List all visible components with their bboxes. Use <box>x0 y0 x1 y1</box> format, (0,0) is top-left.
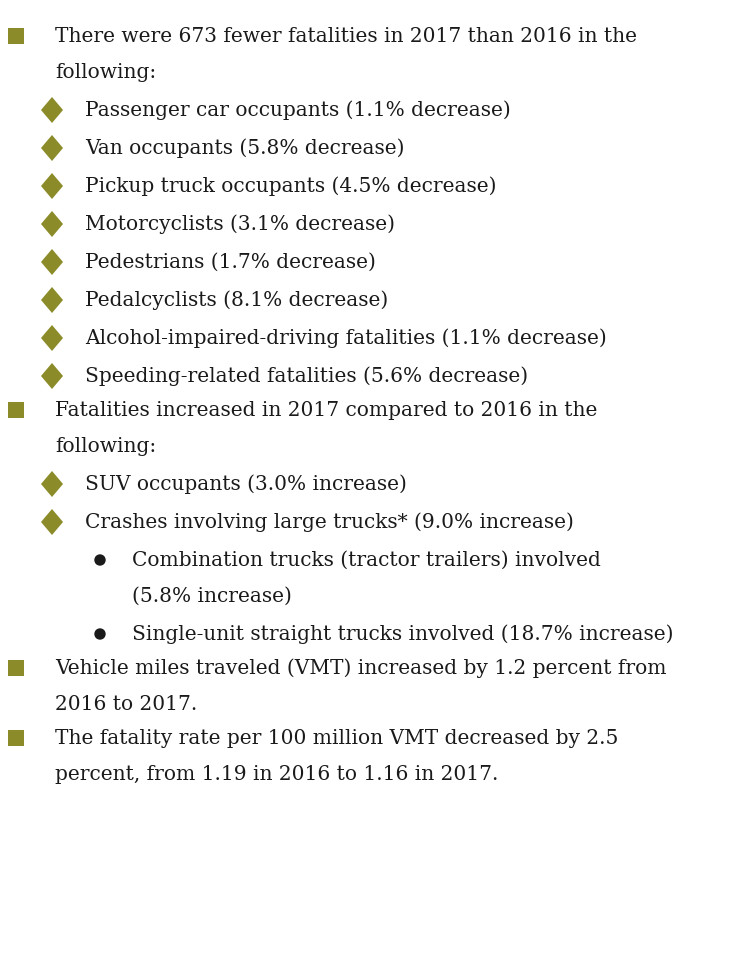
Text: SUV occupants (3.0% increase): SUV occupants (3.0% increase) <box>85 474 407 494</box>
Polygon shape <box>41 287 63 313</box>
Polygon shape <box>41 325 63 351</box>
Circle shape <box>95 629 105 639</box>
Bar <box>8 28 24 44</box>
Text: Pedestrians (1.7% decrease): Pedestrians (1.7% decrease) <box>85 253 376 272</box>
Text: Alcohol-impaired-driving fatalities (1.1% decrease): Alcohol-impaired-driving fatalities (1.1… <box>85 328 607 348</box>
Polygon shape <box>41 211 63 237</box>
Text: Passenger car occupants (1.1% decrease): Passenger car occupants (1.1% decrease) <box>85 100 511 120</box>
Text: Van occupants (5.8% decrease): Van occupants (5.8% decrease) <box>85 138 404 158</box>
Polygon shape <box>41 97 63 123</box>
Circle shape <box>95 555 105 565</box>
Polygon shape <box>41 509 63 535</box>
Text: Speeding-related fatalities (5.6% decrease): Speeding-related fatalities (5.6% decrea… <box>85 366 528 386</box>
Text: (5.8% increase): (5.8% increase) <box>132 586 292 605</box>
Text: The fatality rate per 100 million VMT decreased by 2.5: The fatality rate per 100 million VMT de… <box>55 729 618 747</box>
Polygon shape <box>41 135 63 161</box>
Text: Combination trucks (tractor trailers) involved: Combination trucks (tractor trailers) in… <box>132 550 601 570</box>
Polygon shape <box>41 249 63 275</box>
Text: following:: following: <box>55 437 156 456</box>
Text: Crashes involving large trucks* (9.0% increase): Crashes involving large trucks* (9.0% in… <box>85 512 574 532</box>
Text: Pedalcyclists (8.1% decrease): Pedalcyclists (8.1% decrease) <box>85 290 388 309</box>
Text: following:: following: <box>55 63 156 82</box>
Polygon shape <box>41 363 63 389</box>
Text: percent, from 1.19 in 2016 to 1.16 in 2017.: percent, from 1.19 in 2016 to 1.16 in 20… <box>55 764 498 784</box>
Bar <box>8 730 24 746</box>
Text: There were 673 fewer fatalities in 2017 than 2016 in the: There were 673 fewer fatalities in 2017 … <box>55 26 637 45</box>
Text: Vehicle miles traveled (VMT) increased by 1.2 percent from: Vehicle miles traveled (VMT) increased b… <box>55 658 666 678</box>
Text: 2016 to 2017.: 2016 to 2017. <box>55 694 197 713</box>
Polygon shape <box>41 471 63 497</box>
Polygon shape <box>41 173 63 199</box>
Text: Single-unit straight trucks involved (18.7% increase): Single-unit straight trucks involved (18… <box>132 624 674 644</box>
Text: Motorcyclists (3.1% decrease): Motorcyclists (3.1% decrease) <box>85 214 395 234</box>
Bar <box>8 660 24 676</box>
Text: Pickup truck occupants (4.5% decrease): Pickup truck occupants (4.5% decrease) <box>85 176 496 196</box>
Text: Fatalities increased in 2017 compared to 2016 in the: Fatalities increased in 2017 compared to… <box>55 400 597 419</box>
Bar <box>8 402 24 418</box>
